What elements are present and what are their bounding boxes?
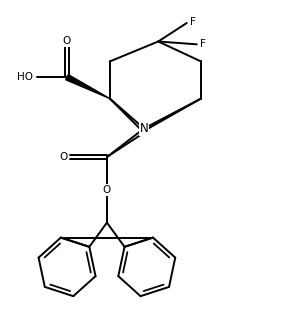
Polygon shape [66,75,110,98]
Text: O: O [63,36,71,46]
Text: HO: HO [17,72,33,82]
Text: O: O [59,152,68,162]
Text: O: O [103,185,111,195]
Text: N: N [140,122,148,135]
Text: F: F [190,17,196,27]
Text: F: F [200,39,206,49]
Text: N: N [140,122,148,135]
